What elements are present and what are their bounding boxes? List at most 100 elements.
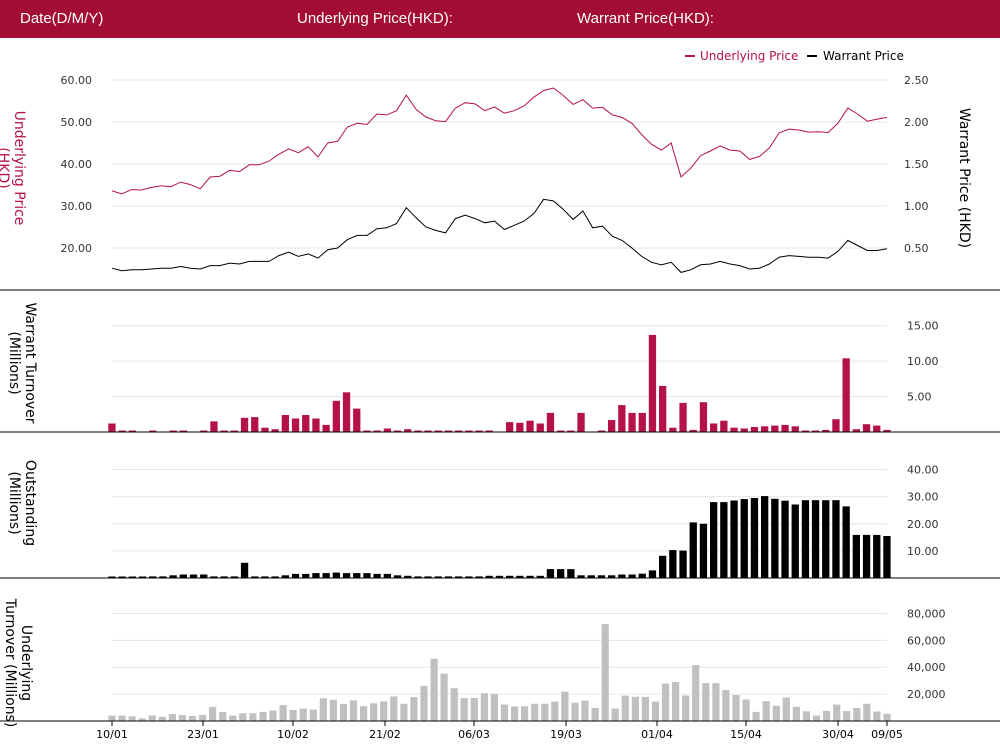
bar <box>269 710 277 721</box>
x-tick-label: 06/03 <box>458 728 490 741</box>
bar <box>679 550 687 578</box>
bar <box>631 696 639 721</box>
bar <box>495 575 504 578</box>
bar <box>762 701 770 721</box>
legend-underlying-label: Underlying Price <box>700 49 798 63</box>
bar <box>455 430 463 432</box>
bar <box>853 708 861 721</box>
bar <box>761 426 769 432</box>
bar <box>239 713 247 721</box>
bar <box>460 698 468 721</box>
y-tick-right: 80,000 <box>907 607 946 620</box>
bar <box>380 701 388 721</box>
bar <box>363 430 371 432</box>
bar <box>720 502 728 578</box>
bar <box>812 715 821 721</box>
bar <box>822 429 830 432</box>
bar <box>561 691 569 721</box>
bar <box>440 673 448 721</box>
bar <box>638 573 646 578</box>
bar <box>772 705 780 721</box>
bar <box>312 418 320 432</box>
bar <box>349 700 358 721</box>
bar <box>251 417 259 432</box>
bar <box>608 420 616 432</box>
bar <box>329 699 337 721</box>
bar <box>219 712 227 721</box>
bar <box>720 420 728 432</box>
bar <box>339 703 348 721</box>
bar <box>261 576 269 578</box>
bar <box>771 498 779 578</box>
bar <box>750 498 759 578</box>
x-tick-label: 01/04 <box>641 728 673 741</box>
y-tick-right: 30.00 <box>907 491 939 504</box>
bar <box>353 573 361 578</box>
price-panel: 20.00 30.00 40.00 50.00 60.00 0.50 1.00 1.50 2.0… <box>0 49 1000 291</box>
y-axis-label-left-line: Underlying Price <box>11 111 27 226</box>
bar <box>710 502 718 578</box>
bar <box>659 385 667 432</box>
bar <box>732 694 740 721</box>
y-tick-left: 60.00 <box>61 74 93 87</box>
bar <box>750 427 759 432</box>
y-tick-right: 40,000 <box>907 661 946 674</box>
date-label: Date(D/M/Y) <box>20 10 104 27</box>
x-tick-label: 10/01 <box>96 728 128 741</box>
y-tick-left: 20.00 <box>61 242 93 255</box>
bar <box>597 430 606 432</box>
bar <box>648 570 657 578</box>
x-tick-label: 23/01 <box>187 728 219 741</box>
bar <box>791 504 799 578</box>
bar <box>801 500 810 578</box>
bar <box>601 624 609 721</box>
bar <box>689 429 697 432</box>
y-axis-label: UnderlyingTurnover (Millions) <box>2 598 34 728</box>
bar <box>148 715 156 721</box>
bar <box>108 576 116 578</box>
bar <box>373 430 381 432</box>
bar <box>782 697 790 721</box>
bar <box>251 576 259 578</box>
header-bar: Date(D/M/Y) Underlying Price(HKD): Warra… <box>0 0 1000 38</box>
legend-warrant-label: Warrant Price <box>823 49 904 63</box>
y-axis-label-line: Turnover (Millions) <box>2 598 18 728</box>
x-tick-label: 10/02 <box>277 728 309 741</box>
underlying-turnover-panel: 20,000 40,000 60,000 80,000 UnderlyingTurnov… <box>0 598 1000 741</box>
bar <box>302 573 310 578</box>
y-axis-label-line: (Millions) <box>6 471 22 534</box>
bar <box>281 415 289 432</box>
bar <box>450 688 458 721</box>
outstanding-panel: 10.00 20.00 30.00 40.00 Outstanding(Millions… <box>0 460 1000 579</box>
bar <box>342 573 351 578</box>
bar <box>188 715 197 721</box>
bar <box>424 576 432 578</box>
warrant-turnover-panel: 5.00 10.00 15.00 Warrant Turnover(Millions) <box>0 302 1000 433</box>
bar <box>516 422 524 432</box>
bar <box>591 708 599 721</box>
bar <box>475 576 483 578</box>
bar <box>672 682 680 721</box>
bar <box>118 430 126 432</box>
x-tick-label: 19/03 <box>550 728 582 741</box>
bar <box>862 424 871 432</box>
y-tick-right: 20.00 <box>907 518 939 531</box>
bar <box>669 550 677 578</box>
bar <box>118 576 126 578</box>
warrant-price-label: Warrant Price(HKD): <box>577 10 714 27</box>
bar <box>516 575 524 578</box>
bar <box>710 423 718 432</box>
bar <box>200 574 208 578</box>
bar <box>169 430 177 432</box>
bar <box>536 423 544 432</box>
bar <box>581 700 589 721</box>
bar <box>299 708 307 721</box>
bar <box>149 576 157 578</box>
y-axis-label-line: Outstanding <box>22 460 38 546</box>
bar <box>138 718 146 721</box>
bar <box>128 576 136 578</box>
bar <box>811 500 820 578</box>
bar <box>169 575 177 578</box>
bar <box>209 706 217 721</box>
bar <box>611 708 619 721</box>
